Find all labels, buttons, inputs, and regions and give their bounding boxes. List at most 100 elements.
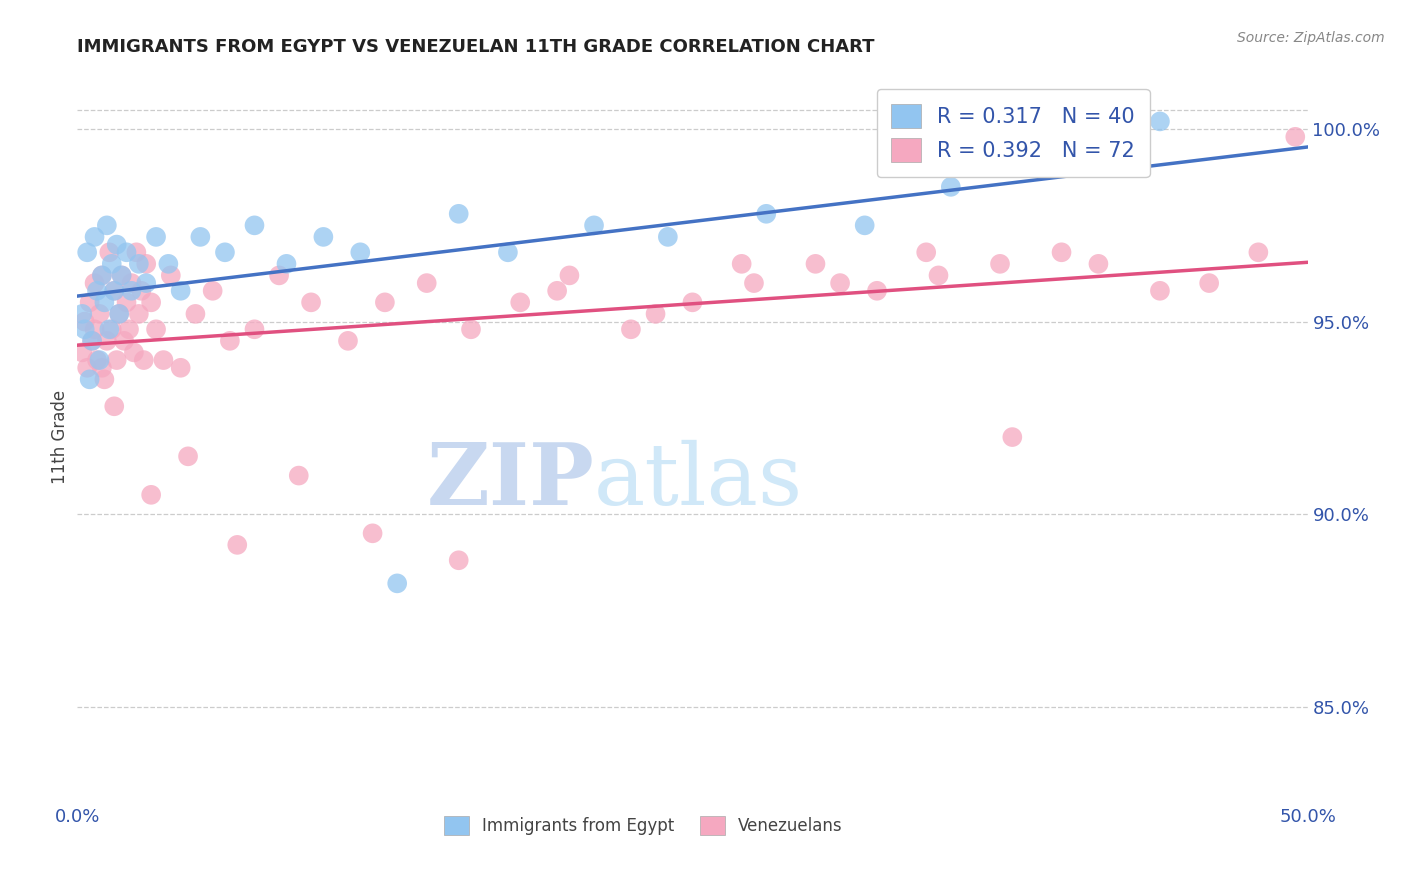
Point <box>103 284 125 298</box>
Point <box>73 315 96 329</box>
Point <box>939 179 962 194</box>
Point <box>269 268 291 283</box>
Point <box>86 284 108 298</box>
Point <box>184 307 207 321</box>
Point <box>447 553 470 567</box>
Point <box>214 245 236 260</box>
Point <box>1087 257 1109 271</box>
Point <box>1149 284 1171 298</box>
Point <box>804 257 827 271</box>
Point <box>83 322 105 336</box>
Point <box>1050 141 1073 155</box>
Point <box>121 284 143 298</box>
Point <box>141 295 163 310</box>
Point <box>83 276 105 290</box>
Point <box>93 372 115 386</box>
Point <box>101 257 124 271</box>
Point <box>128 307 150 321</box>
Point <box>226 538 249 552</box>
Point <box>111 268 132 283</box>
Text: Source: ZipAtlas.com: Source: ZipAtlas.com <box>1237 31 1385 45</box>
Point <box>89 307 111 321</box>
Point <box>374 295 396 310</box>
Point <box>108 307 131 321</box>
Point <box>866 284 889 298</box>
Point <box>583 219 606 233</box>
Point <box>82 334 104 348</box>
Point <box>201 284 224 298</box>
Point <box>73 322 96 336</box>
Point <box>83 230 105 244</box>
Point <box>145 322 167 336</box>
Point <box>496 245 519 260</box>
Point <box>160 268 183 283</box>
Point <box>755 207 778 221</box>
Point <box>76 245 98 260</box>
Point <box>349 245 371 260</box>
Point <box>108 307 131 321</box>
Point <box>546 284 568 298</box>
Point <box>170 360 193 375</box>
Point <box>337 334 360 348</box>
Point <box>1050 245 1073 260</box>
Point <box>98 245 121 260</box>
Point <box>70 307 93 321</box>
Text: atlas: atlas <box>595 440 803 523</box>
Point <box>141 488 163 502</box>
Point <box>135 257 157 271</box>
Point <box>157 257 180 271</box>
Point <box>111 268 132 283</box>
Point <box>1001 430 1024 444</box>
Point <box>243 322 266 336</box>
Point <box>312 230 335 244</box>
Point <box>152 353 174 368</box>
Point <box>1284 129 1306 144</box>
Point <box>682 295 704 310</box>
Y-axis label: 11th Grade: 11th Grade <box>51 390 69 484</box>
Point <box>89 353 111 368</box>
Point <box>90 268 114 283</box>
Point <box>125 245 148 260</box>
Point <box>128 257 150 271</box>
Legend: Immigrants from Egypt, Venezuelans: Immigrants from Egypt, Venezuelans <box>437 809 849 842</box>
Point <box>112 334 135 348</box>
Point <box>509 295 531 310</box>
Point <box>1198 276 1220 290</box>
Point <box>988 257 1011 271</box>
Point <box>447 207 470 221</box>
Point <box>742 276 765 290</box>
Point <box>620 322 643 336</box>
Point <box>177 450 200 464</box>
Point <box>243 219 266 233</box>
Point <box>82 334 104 348</box>
Point <box>170 284 193 298</box>
Point <box>70 345 93 359</box>
Point <box>86 353 108 368</box>
Point <box>103 399 125 413</box>
Point <box>558 268 581 283</box>
Point <box>219 334 242 348</box>
Point <box>105 237 128 252</box>
Point <box>129 284 153 298</box>
Point <box>105 353 128 368</box>
Point <box>132 353 155 368</box>
Point <box>145 230 167 244</box>
Point <box>731 257 754 271</box>
Point <box>657 230 679 244</box>
Point <box>103 284 125 298</box>
Point <box>915 245 938 260</box>
Point <box>416 276 439 290</box>
Point <box>121 276 143 290</box>
Point <box>853 219 876 233</box>
Point <box>361 526 384 541</box>
Text: ZIP: ZIP <box>426 439 595 523</box>
Text: IMMIGRANTS FROM EGYPT VS VENEZUELAN 11TH GRADE CORRELATION CHART: IMMIGRANTS FROM EGYPT VS VENEZUELAN 11TH… <box>77 38 875 56</box>
Point <box>460 322 482 336</box>
Point <box>122 345 145 359</box>
Point <box>135 276 157 290</box>
Point <box>385 576 409 591</box>
Point <box>76 360 98 375</box>
Point <box>93 295 115 310</box>
Point <box>96 219 118 233</box>
Point <box>115 245 138 260</box>
